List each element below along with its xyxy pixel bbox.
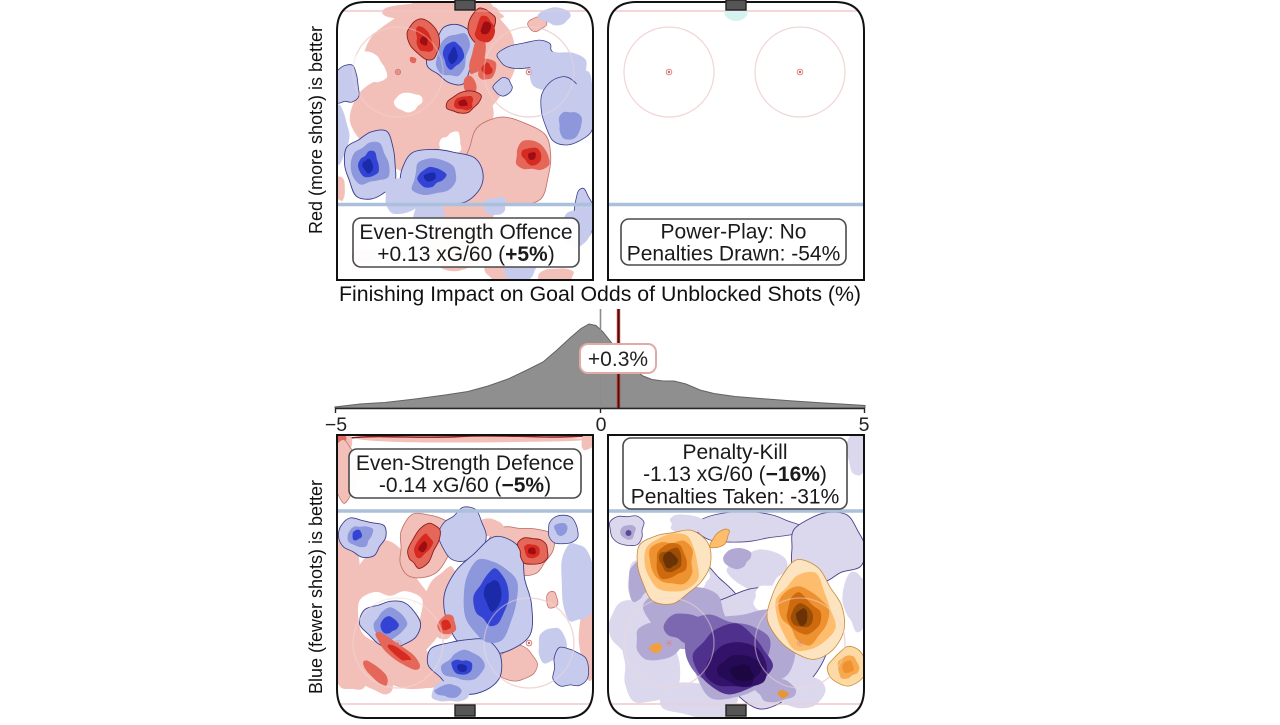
svg-text:Power-Play: No: Power-Play: No: [661, 220, 807, 243]
svg-text:Finishing Impact on Goal Odds: Finishing Impact on Goal Odds of Unblock…: [339, 282, 861, 306]
svg-text:+0.13 xG/60 (+5%): +0.13 xG/60 (+5%): [377, 243, 554, 266]
svg-text:Even-Strength Offence: Even-Strength Offence: [359, 221, 572, 244]
svg-text:-1.13 xG/60 (−16%): -1.13 xG/60 (−16%): [643, 463, 827, 486]
svg-text:0: 0: [596, 414, 607, 436]
svg-text:−5: −5: [325, 414, 347, 436]
svg-text:-0.14 xG/60 (−5%): -0.14 xG/60 (−5%): [379, 474, 551, 497]
svg-text:Penalties Drawn: -54%: Penalties Drawn: -54%: [627, 243, 841, 266]
svg-text:Red (more shots) is better: Red (more shots) is better: [306, 26, 326, 234]
svg-text:+0.3%: +0.3%: [588, 348, 648, 371]
svg-text:Penalties Taken: -31%: Penalties Taken: -31%: [631, 485, 840, 508]
svg-text:Blue (fewer shots) is better: Blue (fewer shots) is better: [306, 480, 326, 694]
svg-text:5: 5: [859, 414, 870, 436]
svg-text:Penalty-Kill: Penalty-Kill: [682, 441, 787, 464]
svg-text:Even-Strength Defence: Even-Strength Defence: [356, 452, 574, 475]
